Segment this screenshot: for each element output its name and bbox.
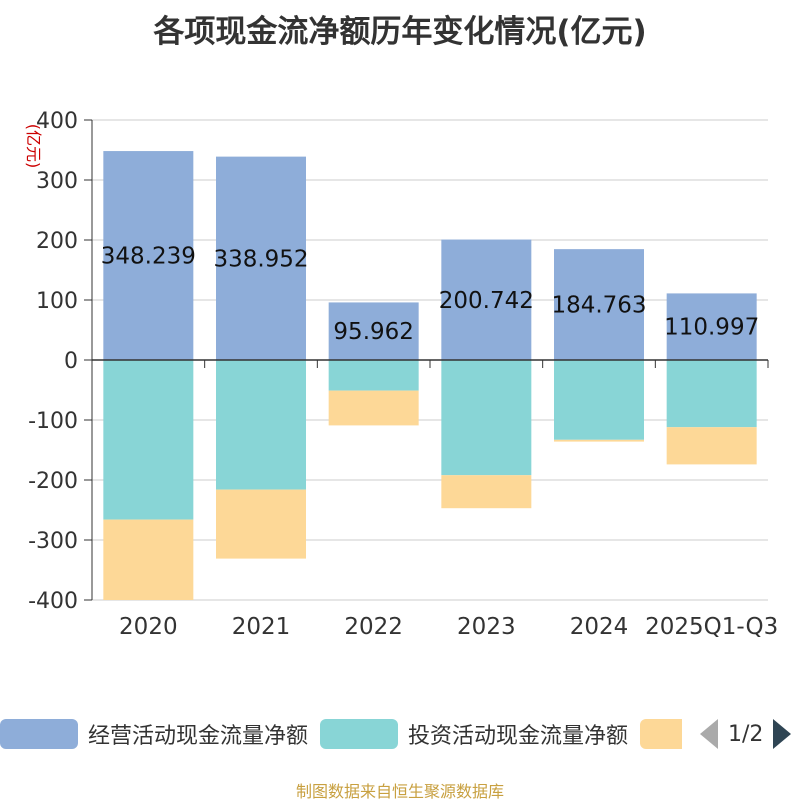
data-label: 348.239 [101, 244, 196, 270]
legend-pager: 1/2 [700, 716, 792, 752]
data-label: 184.763 [551, 293, 646, 319]
legend-swatch-investing [320, 719, 398, 749]
bar-investing [103, 360, 194, 520]
legend-prev-page-icon[interactable] [700, 719, 718, 749]
x-tick-label: 2024 [570, 614, 629, 640]
x-tick-label: 2025Q1-Q3 [645, 614, 778, 640]
data-label: 95.962 [333, 319, 413, 345]
y-axis-unit-label: (亿元) [24, 124, 43, 169]
bar-investing [216, 360, 306, 490]
legend-page-indicator: 1/2 [728, 721, 764, 747]
y-tick-label: -300 [28, 529, 78, 554]
x-tick-label: 2022 [344, 614, 403, 640]
bar-operating [216, 156, 306, 360]
bar-financing [216, 489, 306, 559]
bar-operating [103, 151, 194, 360]
bar-operating [441, 239, 532, 360]
y-tick-label: 200 [36, 229, 78, 254]
bar-investing [554, 360, 644, 440]
data-source-note: 制图数据来自恒生聚源数据库 [295, 782, 504, 801]
bar-investing [328, 360, 419, 391]
bar-investing [666, 360, 757, 428]
bar-financing [554, 439, 644, 442]
x-tick-label: 2020 [119, 614, 178, 640]
y-tick-label: 0 [64, 349, 78, 374]
legend-swatch-financing [640, 719, 682, 749]
bar-operating [666, 293, 757, 360]
legend-item-operating[interactable]: 经营活动现金流量净额 [0, 716, 308, 752]
bar-financing [441, 475, 532, 509]
y-tick-label: -200 [28, 469, 78, 494]
bar-financing [103, 519, 194, 600]
y-tick-label: 300 [36, 169, 78, 194]
chart-title: 各项现金流净额历年变化情况(亿元) [153, 14, 647, 50]
y-tick-label: 100 [36, 289, 78, 314]
y-tick-label: 400 [36, 109, 78, 134]
bar-operating [328, 302, 419, 360]
bar-financing [328, 390, 419, 426]
chart-legend: 经营活动现金流量净额 投资活动现金流量净额 [0, 716, 800, 752]
data-label: 200.742 [439, 288, 534, 314]
legend-swatch-operating [0, 719, 78, 749]
x-tick-label: 2023 [457, 614, 516, 640]
data-label: 338.952 [213, 246, 308, 272]
legend-next-page-icon[interactable] [773, 719, 792, 749]
legend-item-investing[interactable]: 投资活动现金流量净额 [320, 716, 628, 752]
y-tick-label: -400 [28, 589, 78, 614]
legend-item-financing[interactable] [640, 716, 692, 752]
legend-label-investing: 投资活动现金流量净额 [408, 724, 629, 749]
bar-operating [554, 249, 644, 360]
legend-label-operating: 经营活动现金流量净额 [88, 724, 309, 749]
bar-financing [666, 427, 757, 465]
y-tick-label: -100 [28, 409, 78, 434]
x-tick-label: 2021 [232, 614, 291, 640]
bar-investing [441, 360, 532, 476]
data-label: 110.997 [664, 315, 759, 341]
